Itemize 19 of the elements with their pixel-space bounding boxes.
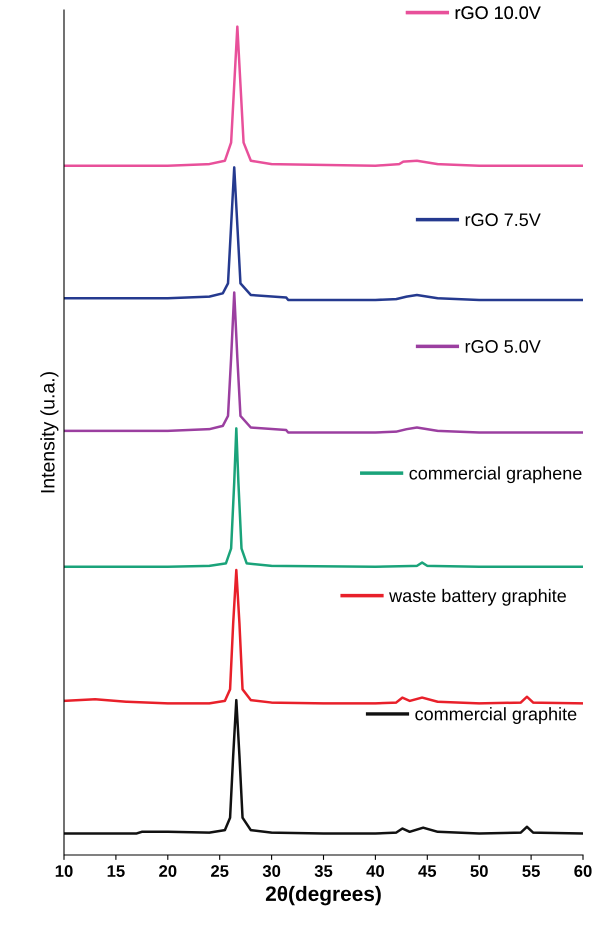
x-tick-label: 60	[574, 865, 592, 877]
x-tick-label: 40	[366, 865, 384, 877]
legend-label: rGO 5.0V	[466, 340, 541, 353]
legend-label: commercial graphite	[415, 707, 576, 724]
x-tick-label: 35	[314, 865, 332, 877]
x-tick-label: 25	[211, 865, 229, 877]
y-axis-title: Intensity (u.a.)	[40, 372, 58, 492]
x-tick-label: 20	[159, 865, 176, 877]
x-tick-label: 50	[470, 865, 488, 877]
x-axis-title: 2θ(degrees)	[266, 886, 381, 906]
x-tick-label: 45	[418, 865, 436, 877]
x-tick-label: 10	[56, 865, 73, 877]
legend-label: waste battery graphite	[389, 588, 566, 606]
legend-label: rGO 7.5V	[466, 213, 541, 226]
x-tick-label: 30	[262, 865, 280, 877]
legend-label: rGO 10.0V	[456, 6, 541, 20]
x-tick-label: 15	[108, 865, 125, 877]
x-tick-label: 55	[522, 865, 540, 877]
legend-label: commercial graphene	[409, 466, 582, 484]
